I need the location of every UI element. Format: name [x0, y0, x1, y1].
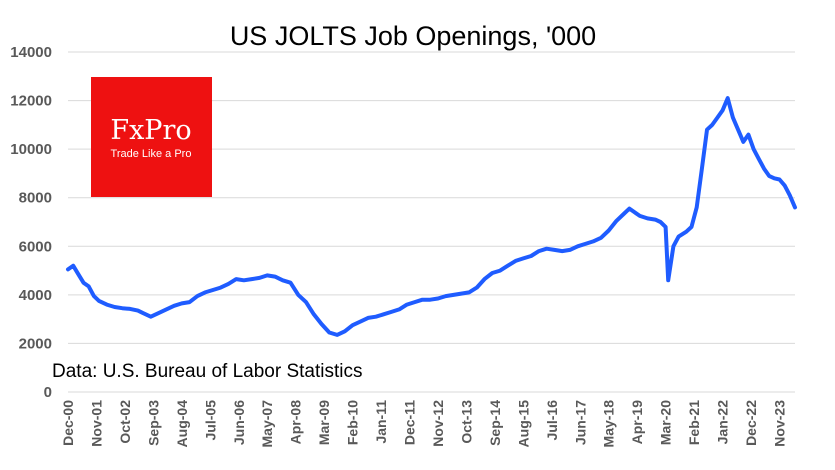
x-tick-label: Oct-02	[117, 400, 133, 444]
x-tick-label: Dec-22	[743, 400, 759, 446]
x-tick-label: Apr-19	[629, 400, 645, 445]
x-tick-label: Nov-23	[771, 400, 787, 447]
x-tick-label: Feb-10	[345, 400, 361, 445]
x-tick-label: Jun-17	[572, 400, 588, 445]
x-tick-label: Dec-00	[60, 400, 76, 446]
data-source-note: Data: U.S. Bureau of Labor Statistics	[52, 361, 363, 382]
y-tick-label: 12000	[10, 93, 52, 110]
x-tick-label: Sep-14	[487, 400, 503, 446]
x-tick-label: Jul-05	[202, 400, 218, 441]
y-tick-label: 14000	[10, 44, 52, 61]
x-tick-label: Sep-03	[145, 400, 161, 446]
y-tick-label: 0	[44, 384, 52, 401]
y-tick-label: 4000	[19, 287, 52, 304]
x-tick-label: Nov-12	[430, 400, 446, 447]
x-tick-label: Mar-09	[316, 400, 332, 445]
y-axis: 0 2000 4000 6000 8000 10000 12000 14000	[10, 44, 52, 401]
y-tick-label: 10000	[10, 141, 52, 158]
x-tick-label: Aug-15	[515, 400, 531, 448]
x-tick-label: May-07	[259, 400, 275, 448]
x-tick-label: Mar-20	[658, 400, 674, 445]
x-axis: Dec-00 Nov-01 Oct-02 Sep-03 Aug-04 Jul-05 Jun-…	[60, 400, 787, 448]
x-tick-label: Apr-08	[288, 400, 304, 445]
logo-name: FxPro	[110, 115, 191, 146]
x-tick-label: Aug-04	[174, 400, 190, 448]
y-tick-label: 2000	[19, 335, 52, 352]
x-tick-label: Feb-21	[686, 400, 702, 445]
x-tick-label: Jul-16	[544, 400, 560, 441]
x-tick-label: Oct-13	[458, 400, 474, 444]
x-tick-label: Dec-11	[402, 400, 418, 445]
logo-background	[91, 77, 212, 197]
fxpro-logo: FxPro Trade Like a Pro	[91, 77, 212, 197]
x-tick-label: Jan-11	[373, 400, 389, 444]
x-tick-label: Jun-06	[231, 400, 247, 445]
logo-tagline: Trade Like a Pro	[111, 148, 192, 160]
y-tick-label: 8000	[19, 190, 52, 207]
x-tick-label: Nov-01	[88, 400, 104, 447]
y-tick-label: 6000	[19, 238, 52, 255]
x-tick-label: May-18	[601, 400, 617, 448]
chart-title: US JOLTS Job Openings, '000	[230, 21, 596, 51]
x-tick-label: Jan-22	[715, 400, 731, 445]
series-line-job-openings	[66, 96, 797, 337]
